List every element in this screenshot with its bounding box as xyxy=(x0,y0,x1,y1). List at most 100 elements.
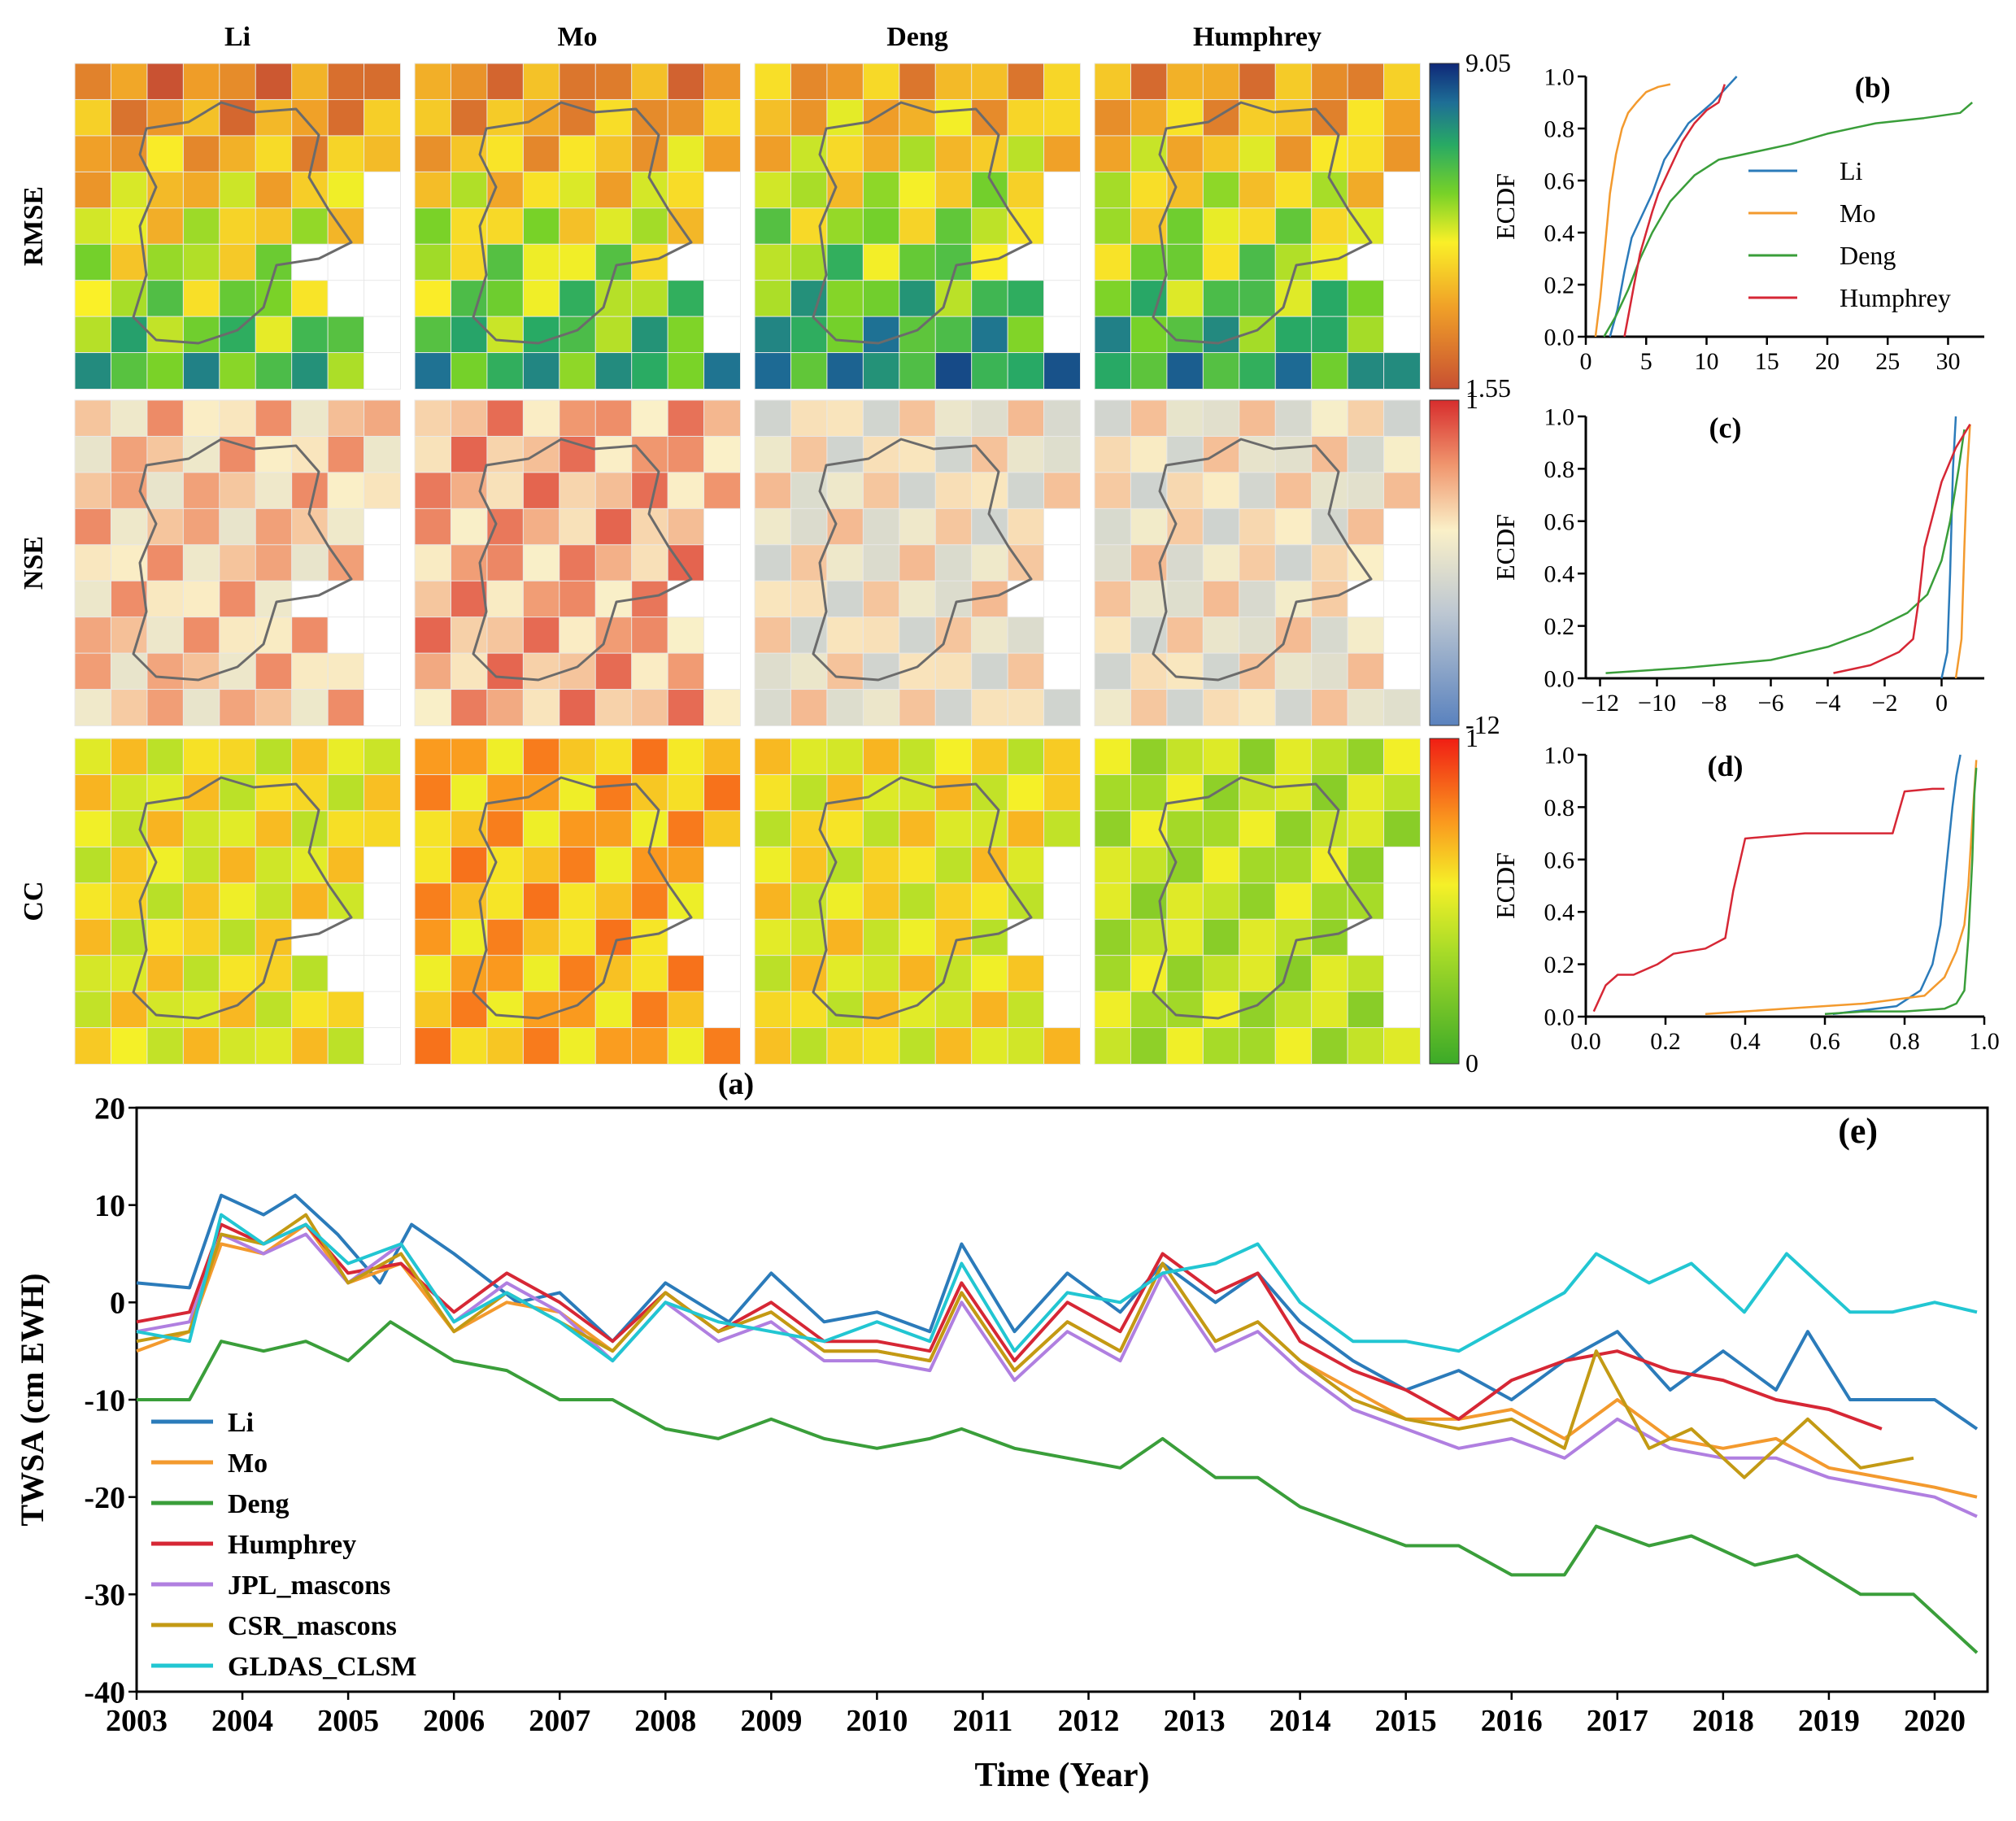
heatmap-cell xyxy=(1007,1027,1045,1065)
heatmap-cell xyxy=(327,738,365,776)
heatmap-cell xyxy=(1043,810,1081,848)
y-tick-label: 0.6 xyxy=(1544,168,1575,195)
heatmap-cell xyxy=(1007,435,1045,473)
heatmap-cell xyxy=(1094,738,1132,776)
series-line-humphrey xyxy=(1833,424,1971,674)
heatmap-cell xyxy=(327,280,365,318)
heatmap-cell xyxy=(1383,243,1421,281)
heatmap-cell xyxy=(1383,810,1421,848)
basin-outline xyxy=(472,776,693,1020)
heatmap-cell xyxy=(631,435,669,473)
heatmap-cell xyxy=(790,616,828,655)
heatmap-cell xyxy=(522,435,560,473)
heatmap-cell xyxy=(1007,616,1045,655)
x-tick-label: 2004 xyxy=(211,1704,273,1738)
heatmap-cell xyxy=(522,280,560,318)
heatmap-cell xyxy=(1166,472,1204,510)
heatmap-cell xyxy=(1383,280,1421,318)
heatmap-cell xyxy=(255,991,293,1029)
heatmap-cell xyxy=(1239,435,1277,473)
heatmap-cell xyxy=(971,544,1009,582)
heatmap-cell xyxy=(899,435,937,473)
heatmap-cell xyxy=(971,773,1009,812)
heatmap-cell xyxy=(1311,652,1349,690)
heatmap-cell xyxy=(1130,435,1168,473)
heatmap-cell xyxy=(1007,918,1045,956)
heatmap-cell xyxy=(74,580,112,618)
series-line-mo xyxy=(1954,424,1971,679)
heatmap-cell xyxy=(522,918,560,956)
heatmap-cell xyxy=(934,991,973,1029)
heatmap-cell xyxy=(522,1027,560,1065)
heatmap-cell xyxy=(971,135,1009,173)
heatmap-cell xyxy=(703,98,741,137)
heatmap-cell xyxy=(364,508,401,546)
panel-c-nse-ecdf: −12 −10 −8 −6 −4 −2 0 0.0 0.2 0.4 0.6 0.8 1.0 ECDF (c) xyxy=(1491,404,1984,717)
heatmap-cell xyxy=(327,652,365,690)
series-line-csr_mascons xyxy=(136,1213,1914,1479)
y-tick-label: 0.6 xyxy=(1544,508,1575,535)
heatmap-cell xyxy=(1347,435,1385,473)
heatmap-cell xyxy=(631,773,669,812)
heatmap-cell xyxy=(826,773,864,812)
heatmap-cell xyxy=(934,280,973,318)
heatmap-cell xyxy=(899,135,937,173)
heatmap-cell xyxy=(522,243,560,281)
heatmap-cell xyxy=(1043,918,1081,956)
heatmap-cc-deng xyxy=(754,738,1081,1065)
heatmap-cell xyxy=(414,280,452,318)
heatmap-cell xyxy=(146,435,185,473)
heatmap-cell xyxy=(899,352,937,390)
heatmap-cell xyxy=(1347,207,1385,246)
heatmap-cell xyxy=(182,580,220,618)
heatmap-cell xyxy=(594,652,633,690)
heatmap-cell xyxy=(1274,773,1313,812)
heatmap-cell xyxy=(934,435,973,473)
heatmap-cell xyxy=(1202,316,1240,354)
heatmap-cell xyxy=(327,98,365,137)
heatmap-cell xyxy=(182,544,220,582)
legend-label-deng: Deng xyxy=(1840,241,1896,270)
heatmap-cell xyxy=(110,1027,148,1065)
panel-a-label: (a) xyxy=(718,1067,754,1101)
heatmap-cell xyxy=(1130,98,1168,137)
x-tick-label: −6 xyxy=(1758,690,1784,717)
y-tick-label: 0.2 xyxy=(1544,952,1575,978)
heatmap-cell xyxy=(1166,689,1204,726)
heatmap-cell xyxy=(899,243,937,281)
heatmap-cell xyxy=(899,955,937,993)
heatmap-cell xyxy=(1130,472,1168,510)
heatmap-cell xyxy=(971,616,1009,655)
heatmap-cell xyxy=(754,544,792,582)
heatmap-cell xyxy=(291,689,329,726)
heatmap-cell xyxy=(703,207,741,246)
heatmap-cell xyxy=(754,280,792,318)
heatmap-cell xyxy=(255,882,293,921)
heatmap-cell xyxy=(1274,846,1313,884)
heatmap-cell xyxy=(631,652,669,690)
heatmap-cell xyxy=(1383,882,1421,921)
x-tick-label: 0.8 xyxy=(1889,1028,1920,1055)
heatmap-cell xyxy=(1007,955,1045,993)
heatmap-cell xyxy=(1383,435,1421,473)
heatmap-cell xyxy=(364,63,401,101)
panel-d-cc-ecdf: 0.0 0.2 0.4 0.6 0.8 1.0 0.0 0.2 0.4 0.6 0.8 1.0 ECDF… xyxy=(1491,743,2000,1056)
heatmap-cell xyxy=(182,1027,220,1065)
heatmap-cell xyxy=(414,63,452,101)
heatmap-cell xyxy=(1347,616,1385,655)
heatmap-cell xyxy=(1311,399,1349,438)
heatmap-cell xyxy=(182,63,220,101)
heatmap-cell xyxy=(862,435,900,473)
heatmap-cell xyxy=(219,63,257,101)
heatmap-cell xyxy=(667,435,705,473)
heatmap-cell xyxy=(754,955,792,993)
heatmap-cell xyxy=(1130,63,1168,101)
heatmap-cell xyxy=(219,616,257,655)
heatmap-cell xyxy=(414,399,452,438)
heatmap-cell xyxy=(559,207,597,246)
heatmap-cell xyxy=(934,1027,973,1065)
heatmap-cell xyxy=(1043,689,1081,726)
heatmap-cell xyxy=(971,738,1009,776)
heatmap-cell xyxy=(1166,135,1204,173)
heatmap-cell xyxy=(364,472,401,510)
